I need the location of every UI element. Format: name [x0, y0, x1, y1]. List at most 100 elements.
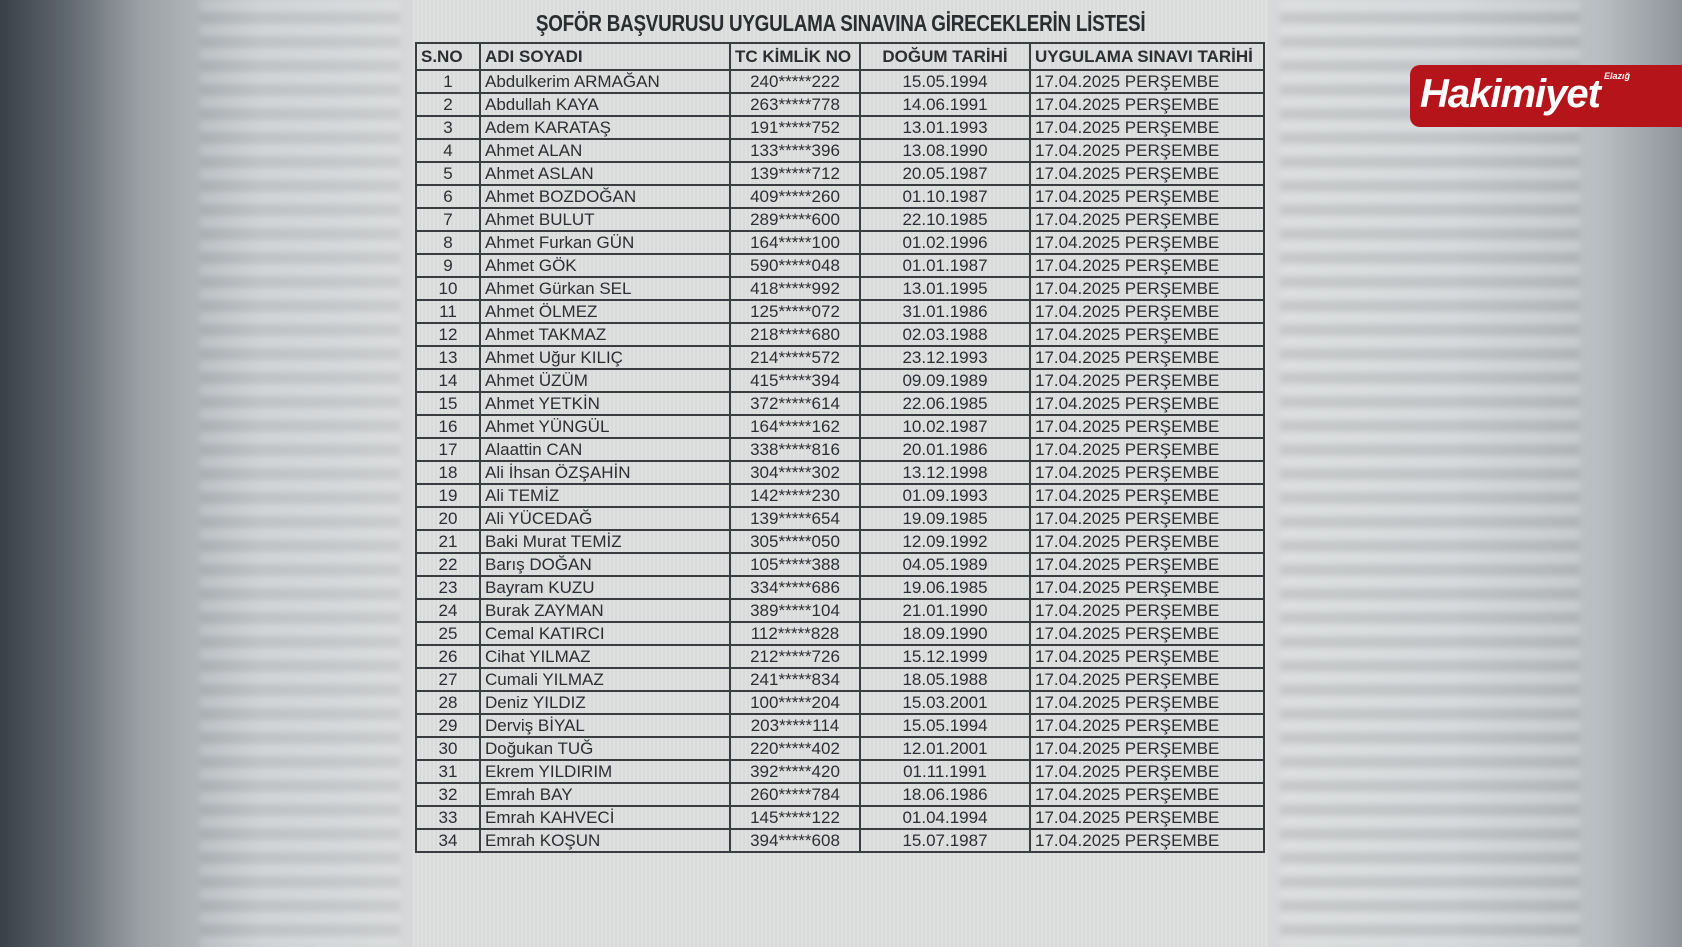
cell-name: Ahmet ÜZÜM [479, 368, 731, 393]
cell-tc: 289*****600 [729, 207, 861, 232]
cell-exam-date: 17.04.2025 PERŞEMBE [1029, 437, 1265, 462]
table-row: 12 Ahmet TAKMAZ 218*****680 02.03.1988 17.04… [415, 322, 1265, 347]
cell-name: Ekrem YILDIRIM [479, 759, 731, 784]
cell-tc: 240*****222 [729, 69, 861, 94]
cell-birthdate: 18.06.1986 [859, 782, 1031, 807]
cell-tc: 133*****396 [729, 138, 861, 163]
hakimiyet-logo: Hakimiyet Elazığ [1410, 65, 1682, 127]
table-row: 7 Ahmet BULUT 289*****600 22.10.1985 17.04.2… [415, 207, 1265, 232]
cell-tc: 392*****420 [729, 759, 861, 784]
table-row: 24 Burak ZAYMAN 389*****104 21.01.1990 17.04… [415, 598, 1265, 623]
cell-name: Ahmet GÖK [479, 253, 731, 278]
cell-tc: 145*****122 [729, 805, 861, 830]
cell-birthdate: 15.05.1994 [859, 69, 1031, 94]
cell-sno: 20 [415, 506, 481, 531]
cell-exam-date: 17.04.2025 PERŞEMBE [1029, 598, 1265, 623]
table-row: 13 Ahmet Uğur KILIÇ 214*****572 23.12.1993 1… [415, 345, 1265, 370]
cell-exam-date: 17.04.2025 PERŞEMBE [1029, 299, 1265, 324]
table-row: 20 Ali YÜCEDAĞ 139*****654 19.09.1985 17.04.… [415, 506, 1265, 531]
table-row: 14 Ahmet ÜZÜM 415*****394 09.09.1989 17.04.2… [415, 368, 1265, 393]
cell-exam-date: 17.04.2025 PERŞEMBE [1029, 483, 1265, 508]
cell-exam-date: 17.04.2025 PERŞEMBE [1029, 138, 1265, 163]
cell-birthdate: 01.04.1994 [859, 805, 1031, 830]
cell-exam-date: 17.04.2025 PERŞEMBE [1029, 161, 1265, 186]
blurred-background-left [200, 0, 400, 947]
table-row: 6 Ahmet BOZDOĞAN 409*****260 01.10.1987 17.0… [415, 184, 1265, 209]
cell-exam-date: 17.04.2025 PERŞEMBE [1029, 391, 1265, 416]
cell-sno: 8 [415, 230, 481, 255]
cell-birthdate: 22.06.1985 [859, 391, 1031, 416]
header-birthdate: DOĞUM TARİHİ [859, 42, 1031, 71]
table-row: 1 Abdulkerim ARMAĞAN 240*****222 15.05.1994… [415, 69, 1265, 94]
cell-birthdate: 15.05.1994 [859, 713, 1031, 738]
cell-exam-date: 17.04.2025 PERŞEMBE [1029, 782, 1265, 807]
cell-birthdate: 10.02.1987 [859, 414, 1031, 439]
cell-birthdate: 23.12.1993 [859, 345, 1031, 370]
cell-tc: 263*****778 [729, 92, 861, 117]
cell-name: Ahmet BOZDOĞAN [479, 184, 731, 209]
cell-sno: 19 [415, 483, 481, 508]
logo-text: Hakimiyet [1420, 72, 1601, 116]
cell-tc: 415*****394 [729, 368, 861, 393]
cell-sno: 29 [415, 713, 481, 738]
cell-tc: 218*****680 [729, 322, 861, 347]
cell-sno: 32 [415, 782, 481, 807]
cell-name: Derviş BİYAL [479, 713, 731, 738]
cell-sno: 1 [415, 69, 481, 94]
candidate-table: S.NO ADI SOYADI TC KİMLİK NO DOĞUM TARİH… [415, 42, 1265, 853]
cell-name: Ali TEMİZ [479, 483, 731, 508]
cell-exam-date: 17.04.2025 PERŞEMBE [1029, 184, 1265, 209]
cell-tc: 139*****654 [729, 506, 861, 531]
cell-name: Burak ZAYMAN [479, 598, 731, 623]
cell-name: Cihat YILMAZ [479, 644, 731, 669]
cell-birthdate: 15.03.2001 [859, 690, 1031, 715]
cell-name: Ahmet ASLAN [479, 161, 731, 186]
cell-name: Ahmet ALAN [479, 138, 731, 163]
cell-sno: 15 [415, 391, 481, 416]
cell-tc: 212*****726 [729, 644, 861, 669]
cell-birthdate: 15.12.1999 [859, 644, 1031, 669]
table-row: 8 Ahmet Furkan GÜN 164*****100 01.02.1996 17… [415, 230, 1265, 255]
cell-name: Abdulkerim ARMAĞAN [479, 69, 731, 94]
cell-exam-date: 17.04.2025 PERŞEMBE [1029, 276, 1265, 301]
table-row: 10 Ahmet Gürkan SEL 418*****992 13.01.1995 1… [415, 276, 1265, 301]
table-header-row: S.NO ADI SOYADI TC KİMLİK NO DOĞUM TARİH… [415, 42, 1265, 71]
cell-tc: 203*****114 [729, 713, 861, 738]
cell-birthdate: 22.10.1985 [859, 207, 1031, 232]
table-row: 29 Derviş BİYAL 203*****114 15.05.1994 17.04… [415, 713, 1265, 738]
cell-sno: 13 [415, 345, 481, 370]
cell-tc: 164*****100 [729, 230, 861, 255]
table-row: 23 Bayram KUZU 334*****686 19.06.1985 17.04.… [415, 575, 1265, 600]
cell-sno: 31 [415, 759, 481, 784]
cell-exam-date: 17.04.2025 PERŞEMBE [1029, 759, 1265, 784]
cell-tc: 304*****302 [729, 460, 861, 485]
header-name: ADI SOYADI [479, 42, 731, 71]
cell-sno: 26 [415, 644, 481, 669]
cell-exam-date: 17.04.2025 PERŞEMBE [1029, 805, 1265, 830]
cell-sno: 23 [415, 575, 481, 600]
cell-sno: 34 [415, 828, 481, 853]
table-row: 2 Abdullah KAYA 263*****778 14.06.1991 17.04… [415, 92, 1265, 117]
blurred-background-right [1280, 0, 1580, 947]
cell-name: Emrah KAHVECİ [479, 805, 731, 830]
cell-sno: 18 [415, 460, 481, 485]
cell-tc: 409*****260 [729, 184, 861, 209]
table-row: 18 Ali İhsan ÖZŞAHİN 304*****302 13.12.1998… [415, 460, 1265, 485]
cell-birthdate: 04.05.1989 [859, 552, 1031, 577]
cell-birthdate: 02.03.1988 [859, 322, 1031, 347]
cell-sno: 5 [415, 161, 481, 186]
cell-tc: 241*****834 [729, 667, 861, 692]
cell-sno: 3 [415, 115, 481, 140]
table-row: 30 Doğukan TUĞ 220*****402 12.01.2001 17.04.… [415, 736, 1265, 761]
cell-birthdate: 01.10.1987 [859, 184, 1031, 209]
cell-sno: 12 [415, 322, 481, 347]
cell-tc: 305*****050 [729, 529, 861, 554]
cell-sno: 28 [415, 690, 481, 715]
table-row: 16 Ahmet YÜNGÜL 164*****162 10.02.1987 17.04… [415, 414, 1265, 439]
logo-subtext: Elazığ [1603, 71, 1630, 81]
cell-exam-date: 17.04.2025 PERŞEMBE [1029, 736, 1265, 761]
cell-name: Ahmet Uğur KILIÇ [479, 345, 731, 370]
cell-exam-date: 17.04.2025 PERŞEMBE [1029, 667, 1265, 692]
header-sno: S.NO [415, 42, 481, 71]
cell-tc: 334*****686 [729, 575, 861, 600]
